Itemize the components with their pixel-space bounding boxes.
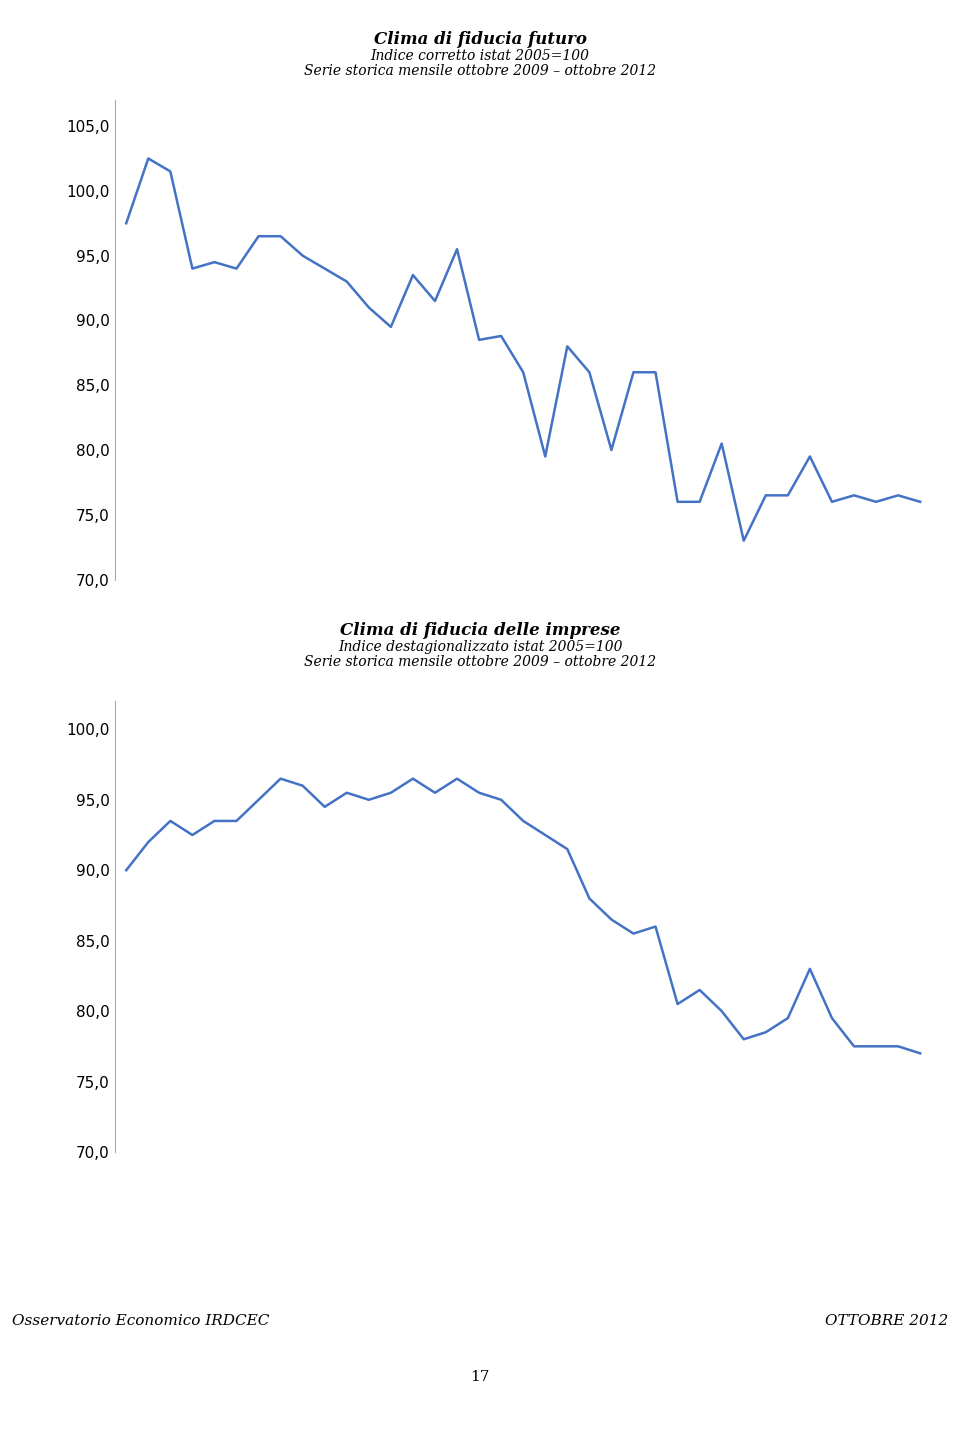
Text: Osservatorio Economico IRDCEC: Osservatorio Economico IRDCEC bbox=[12, 1314, 269, 1328]
Text: Indice corretto istat 2005=100: Indice corretto istat 2005=100 bbox=[371, 49, 589, 63]
Text: OTTOBRE 2012: OTTOBRE 2012 bbox=[826, 1314, 948, 1328]
Text: Serie storica mensile ottobre 2009 – ottobre 2012: Serie storica mensile ottobre 2009 – ott… bbox=[304, 64, 656, 79]
Text: Indice destagionalizzato istat 2005=100: Indice destagionalizzato istat 2005=100 bbox=[338, 640, 622, 654]
Text: Serie storica mensile ottobre 2009 – ottobre 2012: Serie storica mensile ottobre 2009 – ott… bbox=[304, 655, 656, 670]
Text: Clima di fiducia futuro: Clima di fiducia futuro bbox=[373, 31, 587, 49]
Text: Clima di fiducia delle imprese: Clima di fiducia delle imprese bbox=[340, 622, 620, 640]
Text: 17: 17 bbox=[470, 1369, 490, 1384]
